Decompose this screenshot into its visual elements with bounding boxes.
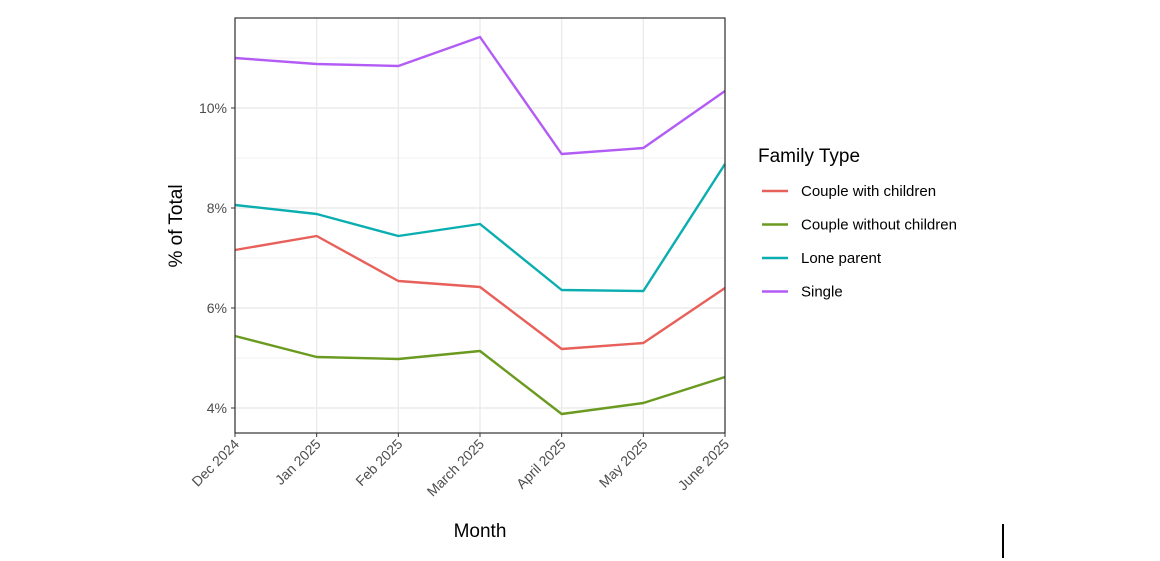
y-axis-title: % of Total (166, 184, 187, 267)
legend-label: Couple with children (801, 183, 936, 200)
legend-label: Couple without children (801, 217, 957, 234)
series-line-single (234, 35, 726, 156)
y-tick-label: 8% (207, 200, 227, 216)
legend: Couple with children Couple without child… (762, 183, 957, 301)
x-tick-label: May 2025 (596, 436, 651, 491)
x-tick-label: June 2025 (675, 436, 733, 494)
x-tick-label: Feb 2025 (352, 436, 405, 489)
legend-label: Single (801, 284, 843, 301)
y-tick-label: 10% (199, 100, 227, 116)
y-ticks: 4% 6% 8% 10% (199, 100, 235, 416)
y-tick-label: 4% (207, 400, 227, 416)
legend-title: Family Type (758, 146, 860, 167)
x-axis-title: Month (454, 521, 507, 542)
series-line-couple-without-children (234, 334, 726, 416)
x-tick-label: Jan 2025 (272, 436, 324, 488)
x-tick-label: March 2025 (424, 436, 488, 500)
series-line-lone-parent (234, 163, 727, 293)
grid (234, 18, 726, 433)
series-line-couple-with-children (234, 234, 726, 351)
legend-label: Lone parent (801, 250, 882, 267)
x-tick-label: Dec 2024 (188, 436, 242, 490)
x-ticks: Dec 2024 Jan 2025 Feb 2025 March 2025 April … (188, 433, 732, 499)
text-cursor (1002, 524, 1004, 558)
y-tick-label: 6% (207, 300, 227, 316)
series-lines (234, 35, 727, 416)
x-tick-label: April 2025 (513, 436, 569, 492)
